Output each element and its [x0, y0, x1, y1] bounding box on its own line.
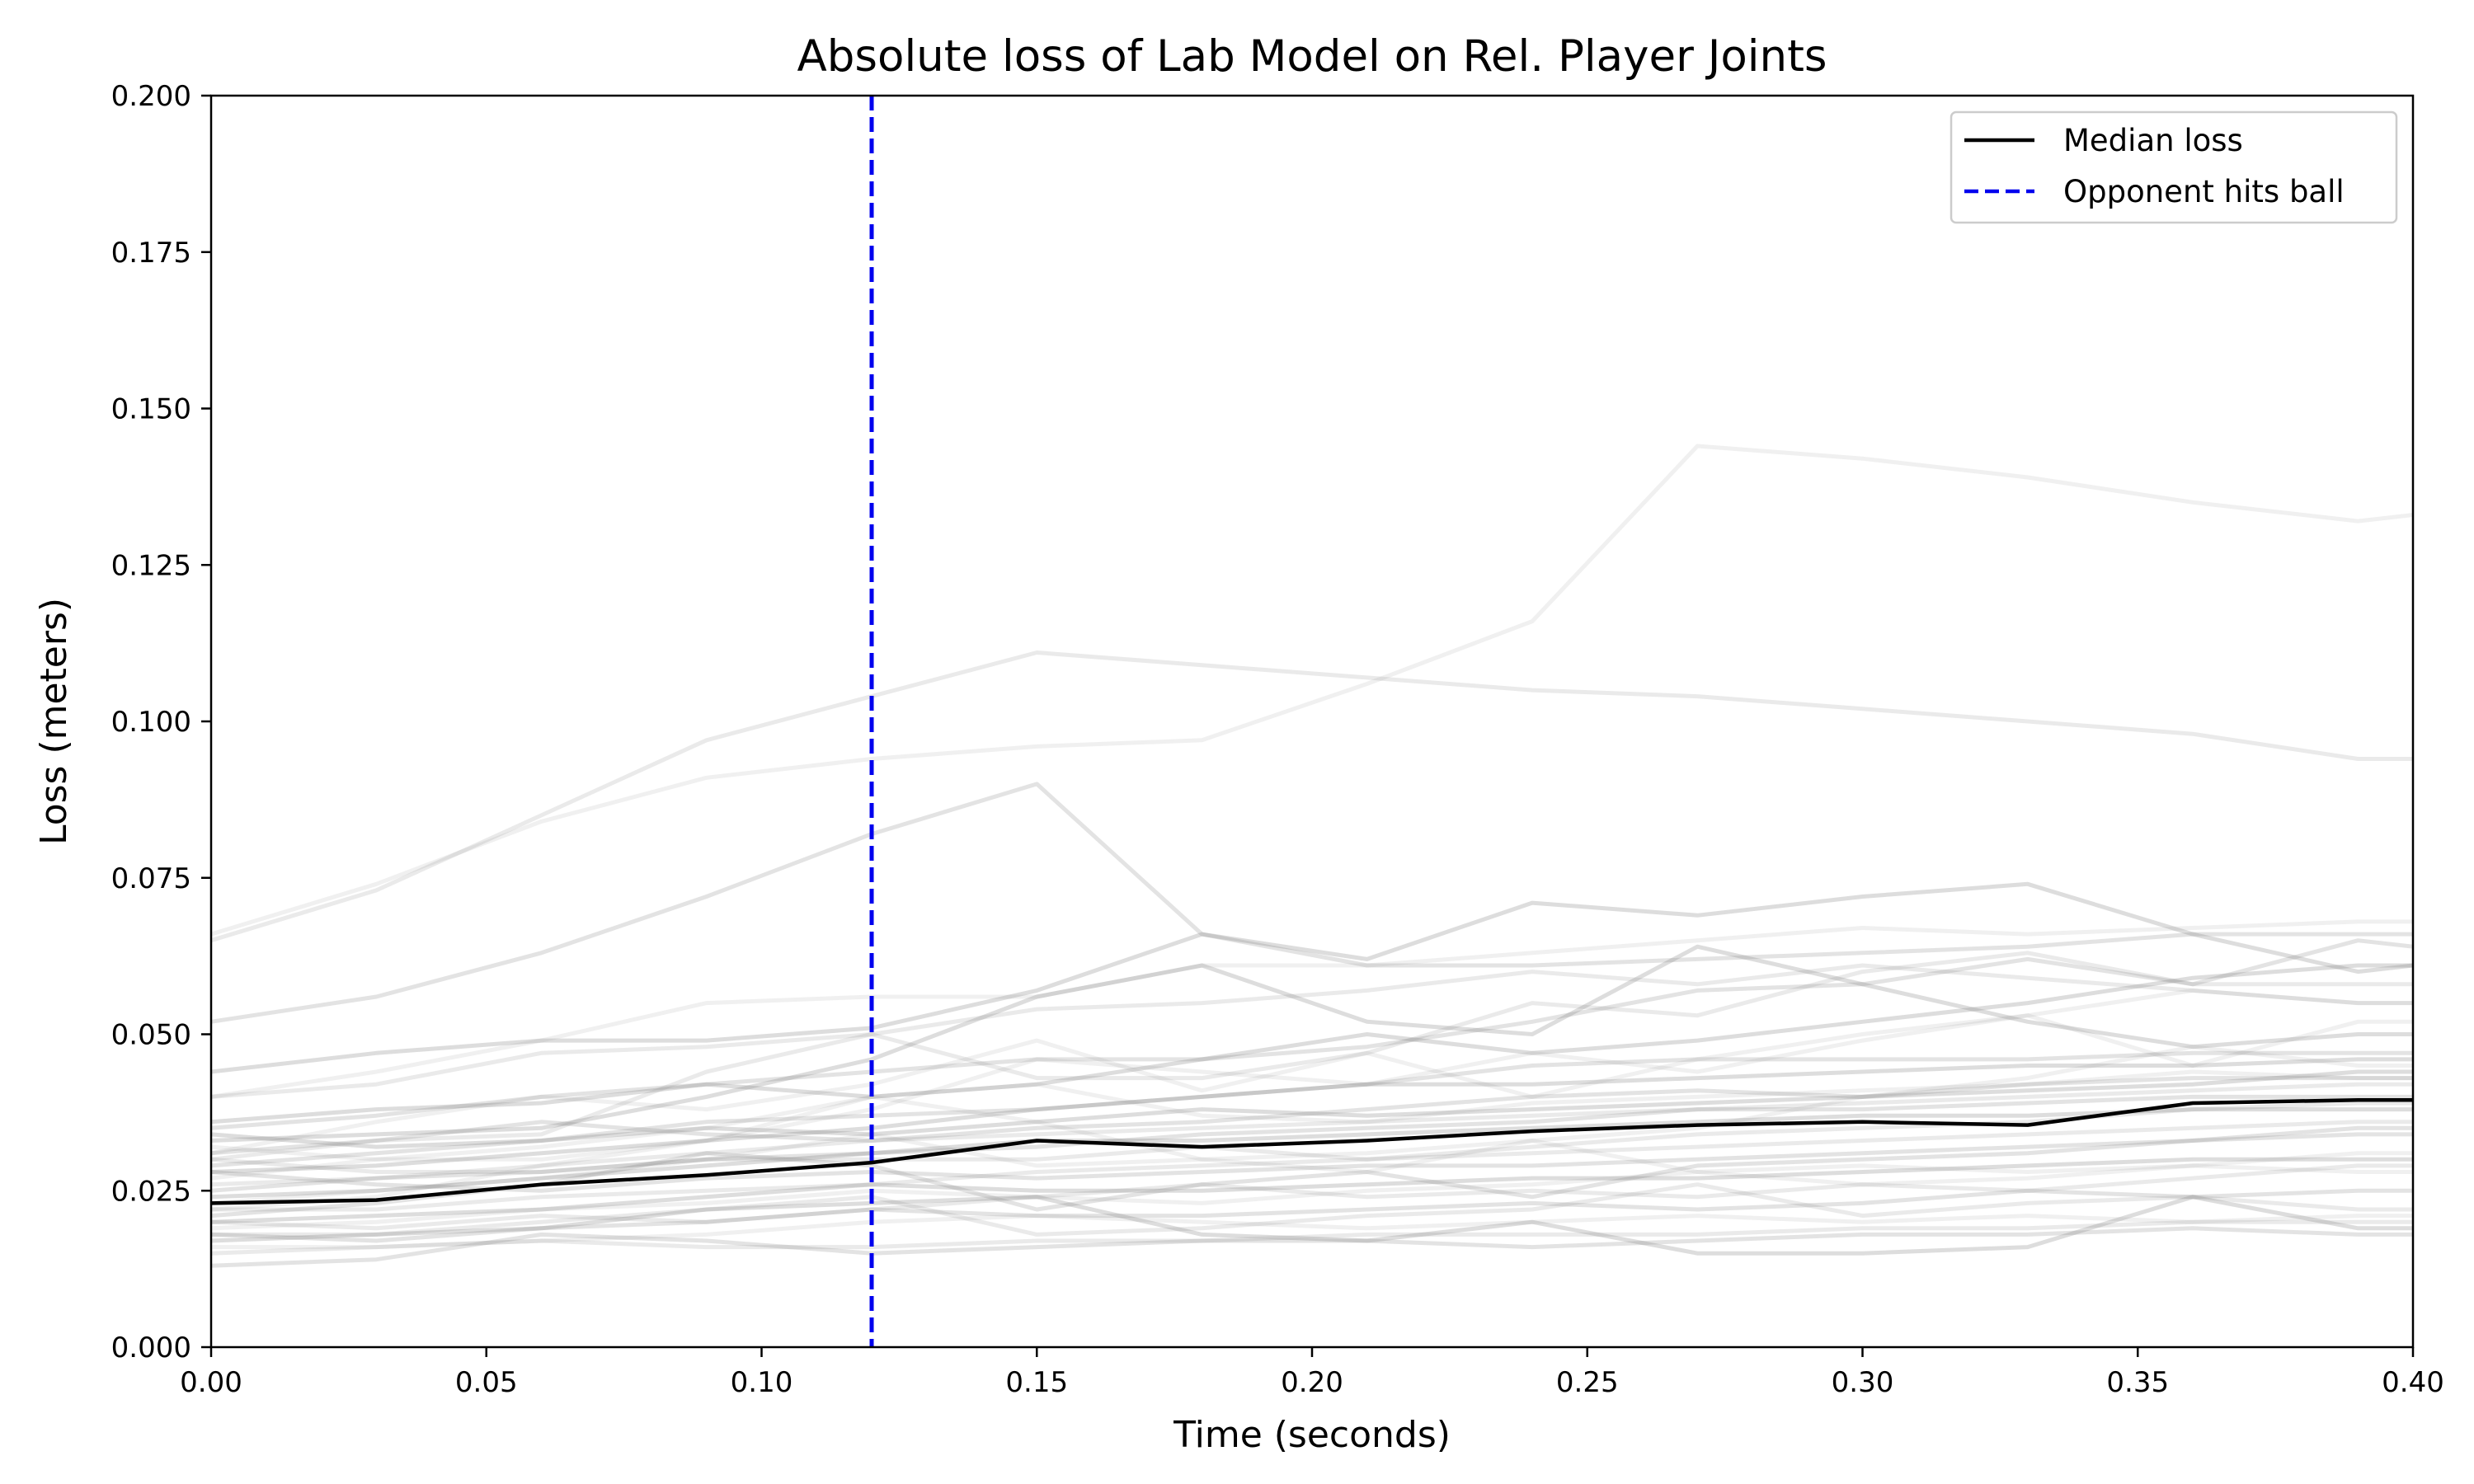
individual-loss-line: [210, 782, 2413, 1024]
individual-loss-line: [210, 881, 2414, 1074]
individual-loss-line: [210, 963, 2413, 1125]
y-axis-title: Loss (meters): [33, 598, 75, 845]
legend: Median loss Opponent hits ball: [1950, 110, 2398, 224]
legend-box: [1950, 110, 2398, 224]
individual-loss-line: [210, 1057, 2413, 1174]
x-tick-label: 0.20: [1281, 1366, 1343, 1399]
individual-loss-line: [210, 951, 2413, 1162]
individual-loss-line: [210, 1013, 2413, 1156]
y-tick-label: 0.150: [111, 393, 191, 426]
x-tick-label: 0.30: [1832, 1366, 1894, 1399]
x-tick-label: 0.40: [2382, 1366, 2444, 1399]
individual-loss-line: [210, 1132, 2413, 1193]
x-tick-label: 0.15: [1005, 1366, 1068, 1399]
individual-loss-line: [210, 1082, 2413, 1187]
individual-loss-line: [210, 1045, 2413, 1205]
individual-loss-line: [210, 1094, 2413, 1193]
x-axis-title: Time (seconds): [1173, 1414, 1451, 1456]
legend-event-label: Opponent hits ball: [2063, 174, 2345, 209]
individual-loss-line: [210, 1069, 2413, 1181]
y-tick-label: 0.075: [111, 862, 191, 895]
y-tick-label: 0.100: [111, 706, 191, 739]
individual-loss-line: [210, 938, 2414, 1130]
individual-loss-line: [210, 1188, 2413, 1243]
x-tick-label: 0.35: [2106, 1366, 2169, 1399]
individual-loss-line: [210, 988, 2413, 1162]
individual-loss-line: [210, 444, 2414, 937]
plot-area: [211, 96, 2413, 1347]
individual-series-layer: [210, 444, 2414, 1268]
individual-loss-line: [210, 1163, 2413, 1231]
y-tick-label: 0.200: [111, 80, 191, 113]
legend-median-label: Median loss: [2063, 123, 2243, 158]
y-tick-label: 0.000: [111, 1331, 191, 1364]
median-loss-line: [210, 1097, 2413, 1205]
individual-loss-line: [210, 944, 2413, 1143]
median-line-layer: [210, 1097, 2413, 1205]
individual-loss-line: [211, 1182, 2413, 1237]
individual-loss-line: [210, 1076, 2413, 1156]
x-tick-label: 0.00: [180, 1366, 242, 1399]
individual-loss-line: [211, 1120, 2413, 1212]
individual-loss-line: [210, 1195, 2413, 1256]
chart-title: Absolute loss of Lab Model on Rel. Playe…: [797, 31, 1827, 82]
individual-loss-line: [211, 1214, 2413, 1250]
y-tick-label: 0.175: [111, 237, 191, 270]
individual-loss-line: [210, 919, 2413, 1099]
y-axis: 0.000 0.025 0.050 0.075 0.100 0.125 0.150 0.175…: [111, 80, 211, 1364]
individual-loss-line: [210, 650, 2413, 943]
x-tick-label: 0.10: [731, 1366, 793, 1399]
individual-loss-line: [210, 1069, 2413, 1149]
x-tick-label: 0.25: [1556, 1366, 1619, 1399]
individual-loss-line: [210, 1163, 2413, 1231]
x-axis: 0.00 0.05 0.10 0.15 0.20 0.25 0.30 0.35 0.40: [180, 1347, 2444, 1399]
individual-loss-line: [210, 963, 2413, 1099]
individual-loss-line: [210, 1125, 2413, 1219]
individual-loss-line: [210, 1219, 2413, 1256]
individual-loss-line: [210, 1050, 2413, 1168]
individual-loss-line: [210, 1101, 2413, 1174]
individual-loss-line: [210, 1094, 2413, 1212]
individual-loss-line: [210, 1226, 2413, 1268]
x-tick-label: 0.05: [455, 1366, 518, 1399]
y-tick-label: 0.125: [111, 549, 191, 582]
y-tick-label: 0.050: [111, 1019, 191, 1052]
individual-loss-line: [210, 1157, 2413, 1224]
y-tick-label: 0.025: [111, 1175, 191, 1208]
